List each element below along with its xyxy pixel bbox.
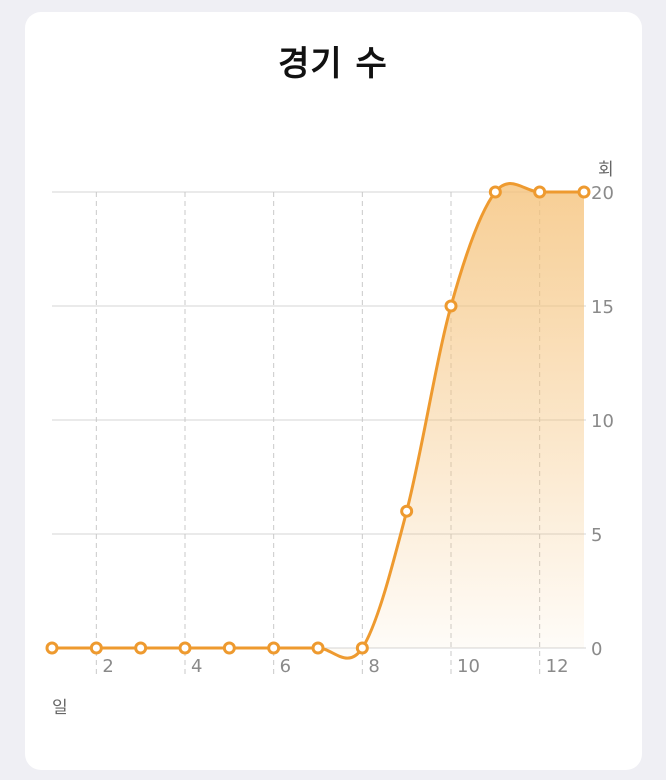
data-point	[400, 504, 414, 518]
data-point	[222, 641, 236, 655]
y-tick-label: 20	[591, 183, 614, 204]
data-point	[89, 641, 103, 655]
y-tick-label: 0	[591, 639, 602, 660]
data-points	[45, 185, 591, 655]
x-tick-label: 2	[102, 656, 113, 677]
x-tick-labels: 2 4 6 8 10 12	[102, 656, 568, 677]
data-point	[355, 641, 369, 655]
data-point	[45, 641, 59, 655]
y-tick-labels: 0 5 10 15 20	[591, 183, 614, 660]
data-point	[134, 641, 148, 655]
data-point	[533, 185, 547, 199]
data-point	[178, 641, 192, 655]
series-line	[52, 182, 584, 660]
data-point	[311, 641, 325, 655]
area-fill	[52, 183, 584, 659]
data-point	[267, 641, 281, 655]
data-point	[488, 185, 502, 199]
x-tick-label: 4	[191, 656, 202, 677]
data-point	[444, 299, 458, 313]
x-tick-label: 6	[280, 656, 291, 677]
x-tick-label: 12	[546, 656, 569, 677]
x-axis-unit-label: 일	[52, 698, 68, 718]
x-tick-label: 8	[368, 656, 379, 677]
data-point	[577, 185, 591, 199]
y-tick-label: 5	[591, 525, 602, 546]
chart-title: 경기 수	[278, 44, 388, 84]
y-tick-label: 10	[591, 411, 614, 432]
y-tick-label: 15	[591, 297, 614, 318]
y-axis-unit-label: 회	[598, 160, 614, 180]
x-tick-label: 10	[457, 656, 480, 677]
